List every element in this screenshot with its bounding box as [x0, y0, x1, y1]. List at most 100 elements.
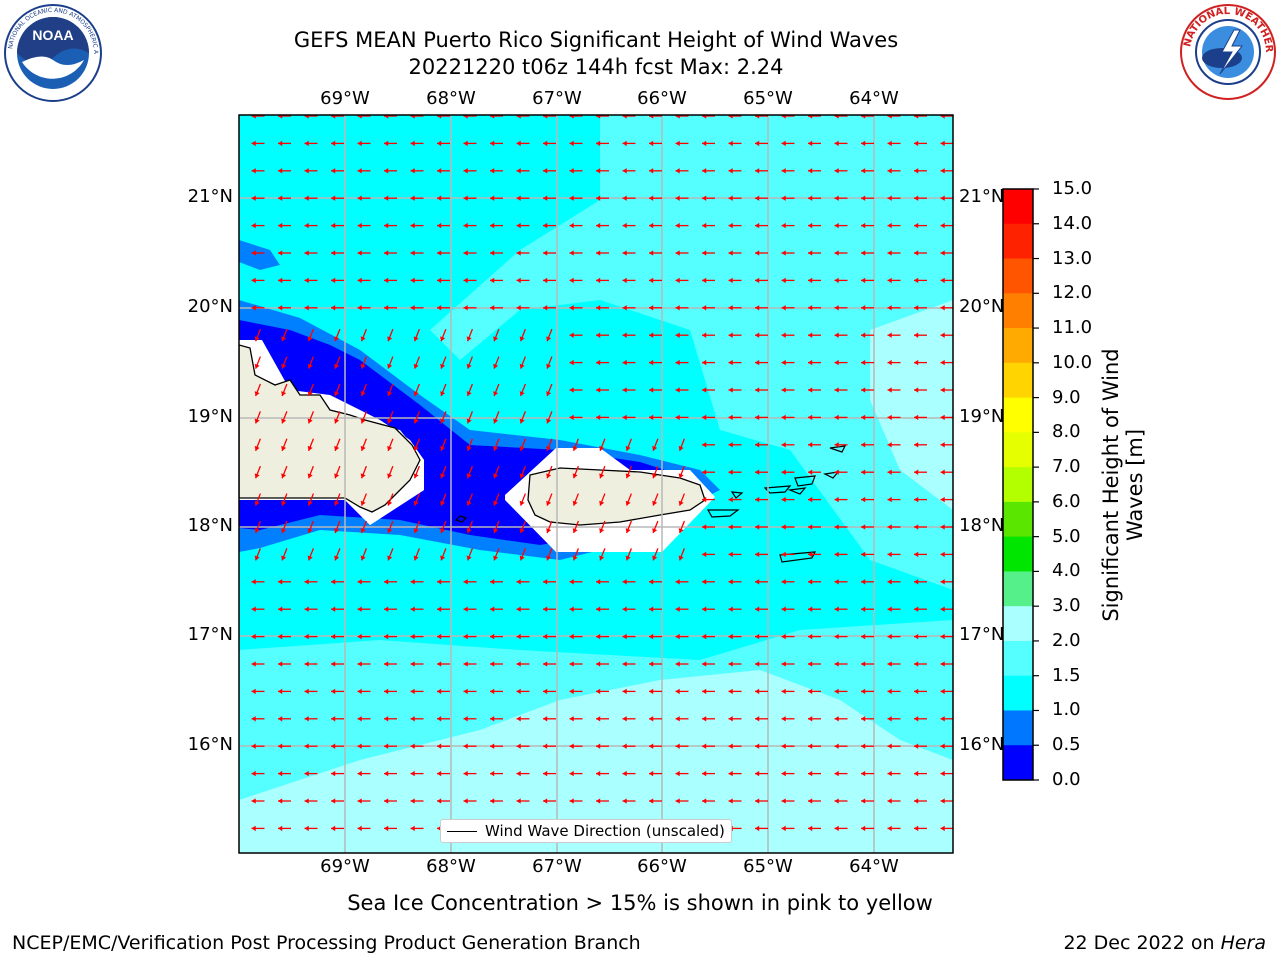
- wind-wave-arrowhead: [861, 222, 866, 229]
- wind-wave-arrowhead: [357, 825, 362, 832]
- wind-wave-arrowhead: [331, 770, 336, 777]
- wind-wave-arrowhead: [887, 524, 892, 530]
- wind-wave-arrowhead: [466, 528, 472, 534]
- wind-wave-arrowhead: [543, 195, 548, 201]
- wind-wave-arrowhead: [387, 473, 393, 479]
- wind-wave-arrowhead: [702, 606, 707, 612]
- wind-wave-arrowhead: [808, 606, 813, 612]
- wind-wave-arrowhead: [861, 250, 866, 256]
- wind-wave-arrowhead: [596, 688, 601, 695]
- colorbar-segment: [1003, 362, 1033, 399]
- wind-wave-arrowhead: [387, 418, 393, 424]
- wind-wave-arrowhead: [410, 250, 415, 256]
- wind-wave-arrowhead: [251, 305, 256, 311]
- wind-wave-arrowhead: [861, 496, 866, 503]
- wind-wave-arrowhead: [569, 716, 574, 722]
- wind-wave-arrowhead: [493, 500, 499, 506]
- wind-wave-arrowhead: [622, 305, 627, 311]
- wind-wave-arrowhead: [808, 332, 813, 338]
- wind-wave-arrowhead: [755, 222, 760, 229]
- wind-wave-arrowhead: [384, 633, 389, 640]
- wind-wave-arrowhead: [887, 825, 892, 832]
- wind-wave-arrowhead: [516, 277, 521, 284]
- wind-wave-arrowhead: [463, 115, 468, 119]
- colorbar-segment: [1003, 258, 1033, 294]
- wind-wave-arrowhead: [834, 661, 839, 667]
- wind-wave-arrowhead: [251, 798, 256, 804]
- wind-wave-arrowhead: [516, 716, 521, 722]
- wind-wave-arrowhead: [331, 716, 336, 722]
- lon-label-bottom: 64°W: [849, 856, 899, 877]
- wind-wave-arrowhead: [410, 277, 415, 284]
- map-frame: [238, 114, 954, 854]
- wind-wave-arrowhead: [887, 140, 892, 147]
- wind-wave-arrowhead: [463, 743, 468, 749]
- wind-wave-arrowhead: [413, 418, 419, 424]
- wind-wave-arrowhead: [334, 528, 340, 534]
- wind-wave-arrowhead: [702, 250, 707, 256]
- wind-wave-arrowhead: [834, 798, 839, 804]
- wind-wave-arrowhead: [413, 445, 419, 451]
- wind-wave-arrowhead: [675, 387, 680, 393]
- wind-wave-arrowhead: [596, 195, 601, 201]
- colorbar-segment: [1003, 536, 1033, 572]
- wind-wave-arrowhead: [357, 305, 362, 311]
- wind-wave-arrowhead: [251, 770, 256, 777]
- wind-wave-arrowhead: [781, 115, 786, 119]
- wind-wave-arrowhead: [728, 115, 733, 119]
- wind-wave-arrowhead: [387, 336, 393, 342]
- wind-wave-arrowhead: [702, 716, 707, 722]
- wind-wave-arrowhead: [914, 359, 919, 366]
- wind-wave-arrowhead: [546, 500, 552, 506]
- wind-wave-arrowhead: [307, 528, 313, 534]
- wind-wave-arrowhead: [702, 442, 707, 448]
- wind-wave-arrowhead: [384, 825, 389, 832]
- wind-wave-arrowhead: [437, 579, 442, 585]
- wind-wave-arrowhead: [569, 222, 574, 229]
- wind-wave-arrowhead: [861, 524, 866, 530]
- wind-wave-arrowhead: [360, 500, 366, 506]
- wind-wave-arrowhead: [781, 524, 786, 530]
- wind-wave-arrowhead: [940, 716, 945, 722]
- wind-wave-arrowhead: [543, 633, 548, 640]
- wind-wave-arrowhead: [808, 250, 813, 256]
- wind-wave-arrowhead: [384, 661, 389, 667]
- wind-wave-arrowhead: [649, 770, 654, 777]
- wind-wave-arrowhead: [331, 606, 336, 612]
- wind-wave-arrowhead: [702, 469, 707, 475]
- wind-wave-arrowhead: [490, 688, 495, 695]
- wind-wave-arrowhead: [516, 770, 521, 777]
- wind-wave-arrowhead: [834, 168, 839, 174]
- wind-wave-arrowhead: [834, 115, 839, 119]
- colorbar-tick-label: 10.0: [1052, 351, 1093, 373]
- wind-wave-arrowhead: [781, 688, 786, 695]
- wind-wave-arrowhead: [914, 661, 919, 667]
- wind-wave-arrowhead: [649, 661, 654, 667]
- colorbar-segment: [1003, 606, 1033, 642]
- wind-wave-arrowhead: [861, 825, 866, 832]
- wind-wave-arrowhead: [914, 524, 919, 530]
- wind-wave-arrowhead: [755, 770, 760, 777]
- wind-wave-arrowhead: [254, 363, 260, 369]
- wind-wave-arrowhead: [728, 332, 733, 338]
- wind-wave-arrowhead: [781, 387, 786, 393]
- wind-wave-arrowhead: [675, 414, 680, 421]
- wind-wave-arrowhead: [728, 277, 733, 284]
- wind-wave-arrowhead: [490, 195, 495, 201]
- footer-date: 22 Dec 2022 on Hera: [1063, 932, 1266, 954]
- wind-wave-arrowhead: [781, 716, 786, 722]
- wind-wave-arrowhead: [546, 391, 552, 397]
- wind-wave-arrowhead: [304, 305, 309, 311]
- wind-wave-arrowhead: [437, 633, 442, 640]
- wind-wave-arrowhead: [781, 633, 786, 640]
- wind-wave-arrowhead: [437, 716, 442, 722]
- wind-wave-arrowhead: [387, 528, 393, 534]
- wind-wave-arrowhead: [516, 743, 521, 749]
- wind-wave-arrowhead: [331, 195, 336, 201]
- wind-wave-arrowhead: [599, 473, 605, 479]
- wind-wave-arrowhead: [834, 222, 839, 229]
- wind-wave-arrowhead: [572, 528, 578, 534]
- lon-label-top: 66°W: [637, 88, 687, 109]
- wind-wave-arrowhead: [702, 496, 707, 503]
- wind-wave-arrowhead: [678, 555, 684, 561]
